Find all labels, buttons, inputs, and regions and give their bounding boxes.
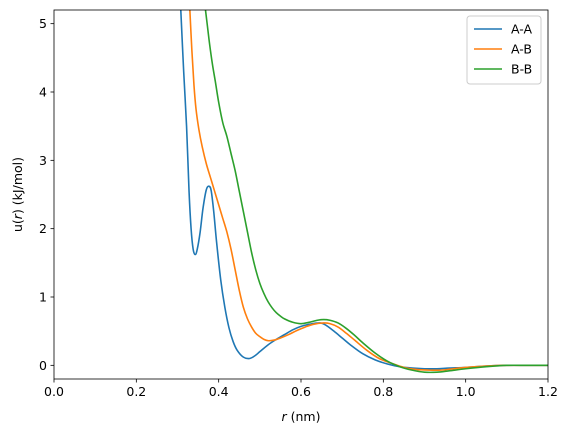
series-layer: [179, 10, 548, 374]
y-tick-label: 4: [39, 85, 47, 100]
legend-label-b-b: B-B: [511, 62, 532, 77]
series-line-a-a: [179, 10, 548, 370]
x-tick-label: 1.2: [538, 384, 558, 399]
series-line-a-b: [189, 10, 548, 372]
x-tick-label: 0.4: [209, 384, 229, 399]
y-tick-label: 1: [39, 290, 47, 305]
x-tick-label: 0.0: [44, 384, 64, 399]
legend-label-a-a: A-A: [511, 22, 533, 37]
y-axis-label-pre: u(: [10, 219, 25, 232]
y-axis-label-var: r: [10, 213, 25, 219]
legend-box: [466, 15, 542, 85]
series-line-b-b: [204, 10, 548, 374]
x-tick-label: 1.0: [456, 384, 476, 399]
x-tick-label: 0.2: [126, 384, 146, 399]
plot-background: [54, 10, 548, 379]
x-axis-label: r (nm): [282, 409, 321, 424]
y-axis: 0 1 2 3 4 5: [39, 16, 54, 373]
y-axis-label-post: ) (kJ/mol): [10, 157, 25, 214]
x-tick-label: 0.6: [291, 384, 311, 399]
y-tick-label: 3: [39, 153, 47, 168]
y-tick-label: 0: [39, 358, 47, 373]
y-axis-label: u(r) (kJ/mol): [10, 157, 25, 232]
y-tick-label: 2: [39, 221, 47, 236]
x-axis-label-unit: (nm): [287, 409, 321, 424]
x-axis-label-var: r: [282, 409, 288, 424]
legend-label-a-b: A-B: [511, 42, 532, 57]
y-tick-label: 5: [39, 16, 47, 31]
x-axis: 0.0 0.2 0.4 0.6 0.8 1.0 1.2: [44, 379, 558, 399]
x-tick-label: 0.8: [373, 384, 393, 399]
legend: A-A A-B B-B: [466, 15, 542, 85]
